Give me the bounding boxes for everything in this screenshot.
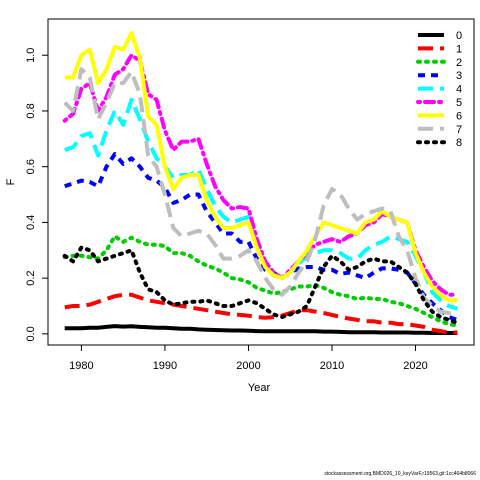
plot-lines — [62, 30, 460, 335]
y-tick-label: 0.2 — [25, 270, 37, 285]
legend-label-8: 8 — [456, 137, 462, 149]
legend: 01 23 456 78 — [416, 30, 462, 149]
y-tick-label: 0.4 — [25, 215, 37, 230]
y-tick-label: 0.6 — [25, 159, 37, 174]
series-line-3 — [64, 152, 458, 322]
legend-label-0: 0 — [456, 30, 462, 42]
series-line-2 — [62, 234, 460, 328]
series-line-1 — [64, 292, 458, 335]
legend-label-2: 2 — [456, 57, 462, 69]
x-tick-label: 2010 — [320, 360, 344, 372]
series-line-0 — [64, 324, 458, 335]
x-axis-title: Year — [248, 382, 271, 394]
legend-label-7: 7 — [456, 124, 462, 136]
y-tick-label: 0.8 — [25, 103, 37, 118]
legend-label-6: 6 — [456, 110, 462, 122]
legend-label-1: 1 — [456, 43, 462, 55]
legend-label-5: 5 — [456, 97, 462, 109]
y-axis-title: F — [5, 178, 17, 185]
series-line-7 — [63, 67, 458, 317]
footer-caption: stockassessment.org,BMD026_10_keyVarF,r1… — [324, 471, 476, 477]
x-tick-label: 1980 — [69, 360, 93, 372]
legend-label-3: 3 — [456, 70, 462, 82]
x-tick-label: 2000 — [236, 360, 260, 372]
y-tick-label: 1.0 — [25, 48, 37, 63]
legend-label-4: 4 — [456, 84, 462, 96]
plot-frame — [47, 18, 475, 346]
x-tick-label: 1990 — [153, 360, 177, 372]
y-axis: 0.0 0.2 0.4 0.6 0.8 1.0 — [25, 48, 48, 342]
series-line-8 — [62, 245, 460, 325]
x-tick-label: 2020 — [403, 360, 427, 372]
x-axis: 1980 1990 2000 2010 2020 — [69, 345, 428, 372]
y-tick-label: 0.0 — [25, 326, 37, 341]
